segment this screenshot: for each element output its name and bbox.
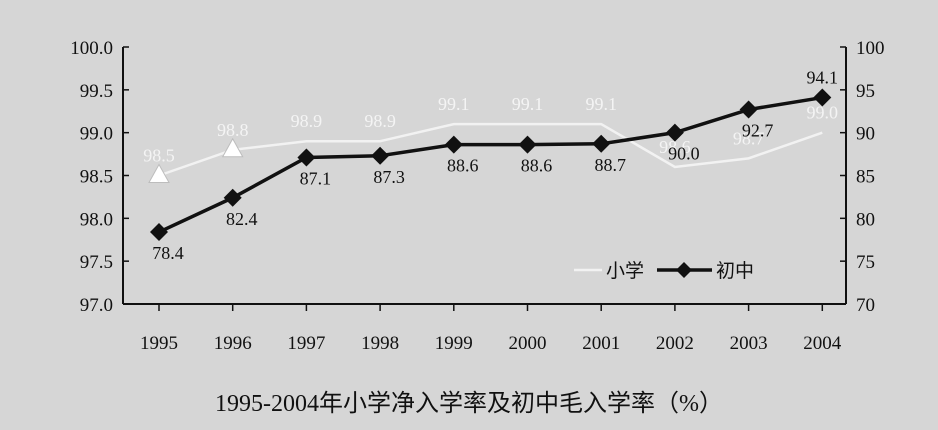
x-tick-label: 2002 — [656, 333, 694, 354]
data-label-lower-secondary: 87.3 — [373, 167, 405, 187]
right-tick-label: 95 — [856, 81, 875, 102]
left-tick-label: 100.0 — [70, 38, 113, 59]
series-line-lower-secondary — [158, 95, 823, 234]
data-label-lower-secondary: 88.6 — [521, 156, 553, 176]
data-label-lower-secondary: 92.7 — [742, 121, 774, 141]
left-tick-label: 99.5 — [80, 81, 113, 102]
diamond-marker — [297, 148, 316, 167]
diamond-marker — [371, 146, 390, 165]
left-tick-label: 97.5 — [80, 252, 113, 273]
diamond-marker — [665, 123, 684, 142]
chart-title: 1995-2004年小学净入学率及初中毛入学率（%） — [215, 390, 723, 417]
legend-label-lower-secondary: 初中 — [716, 260, 754, 282]
x-tick-label: 2000 — [509, 333, 547, 354]
data-labels: 98.5 98.8 98.9 98.9 99.1 99.1 99.1 98.6 98.7 99.0… — [143, 68, 838, 263]
x-tick-label: 1997 — [287, 333, 325, 354]
data-label-lower-secondary: 87.1 — [300, 169, 332, 189]
left-tick-label: 98.5 — [80, 167, 113, 188]
data-label-primary: 98.6 — [659, 137, 691, 157]
right-tick-label: 100 — [856, 38, 885, 59]
data-label-primary: 99.1 — [585, 94, 617, 114]
legend-diamond-marker — [676, 262, 692, 278]
x-tick-label: 2004 — [803, 333, 842, 354]
data-label-primary: 99.0 — [807, 103, 839, 123]
diamond-marker — [223, 188, 242, 207]
right-tick-label: 70 — [856, 295, 875, 316]
diamond-marker — [518, 135, 537, 154]
diamond-marker — [592, 134, 611, 153]
series-line-primary — [158, 122, 823, 177]
data-label-lower-secondary: 88.7 — [594, 155, 626, 175]
data-label-primary: 99.1 — [512, 94, 544, 114]
left-tick-label: 98.0 — [80, 209, 113, 230]
right-tick-label: 75 — [856, 252, 875, 273]
right-tick-label: 85 — [856, 167, 875, 188]
data-label-lower-secondary: 82.4 — [226, 209, 258, 229]
series-layer — [148, 88, 832, 242]
x-tick-label: 2003 — [730, 333, 768, 354]
legend-label-primary: 小学 — [606, 260, 644, 282]
data-label-lower-secondary: 88.6 — [447, 156, 479, 176]
data-label-primary: 98.7 — [733, 128, 765, 148]
data-label-primary: 98.8 — [217, 120, 249, 140]
triangle-marker — [148, 163, 170, 183]
x-tick-label: 1995 — [140, 333, 178, 354]
right-tick-label: 80 — [856, 209, 875, 230]
diamond-marker — [739, 100, 758, 119]
x-tick-label: 1998 — [361, 333, 399, 354]
x-tick-label: 1996 — [214, 333, 252, 354]
data-label-lower-secondary: 78.4 — [152, 243, 184, 263]
left-tick-label: 99.0 — [80, 124, 113, 145]
data-label-primary: 99.1 — [438, 94, 470, 114]
data-label-primary: 98.9 — [291, 111, 323, 131]
left-tick-label: 97.0 — [80, 295, 113, 316]
diamond-marker — [150, 223, 168, 242]
x-tick-label: 2001 — [582, 333, 620, 354]
right-tick-label: 90 — [856, 124, 875, 145]
data-label-lower-secondary: 90.0 — [668, 144, 700, 164]
x-tick-label: 1999 — [435, 333, 473, 354]
diamond-marker — [444, 135, 463, 154]
data-label-lower-secondary: 94.1 — [807, 68, 839, 88]
legend: 小学 初中 — [574, 260, 754, 282]
data-label-primary: 98.5 — [143, 146, 175, 166]
data-label-primary: 98.9 — [364, 111, 396, 131]
triangle-marker — [221, 137, 244, 158]
diamond-marker — [813, 88, 832, 107]
axes: 97.0 97.5 98.0 98.5 99.0 99.5 100.0 70 75 80 85 90 9… — [70, 38, 884, 354]
